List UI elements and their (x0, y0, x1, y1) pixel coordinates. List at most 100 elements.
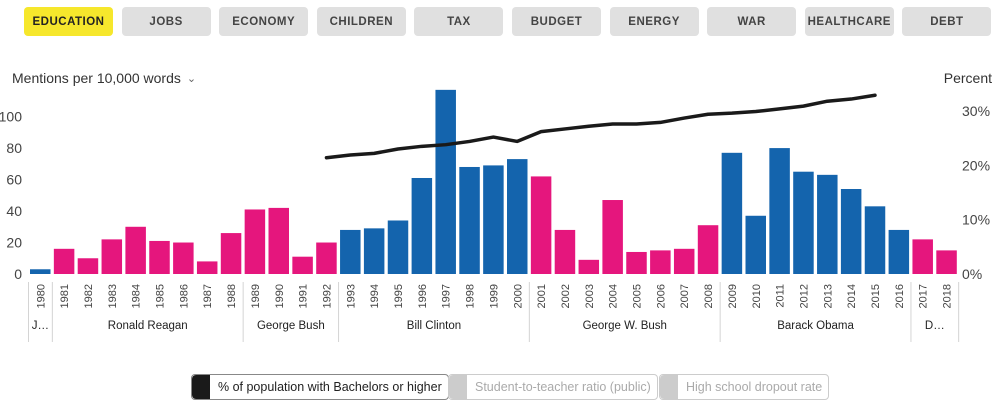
x-tick-label: 2011 (775, 284, 787, 308)
x-tick-label: 1982 (83, 284, 95, 308)
x-tick-label: 1998 (465, 284, 477, 308)
president-label: Bill Clinton (407, 320, 461, 332)
y-tick-label: 60 (6, 172, 22, 188)
x-tick-label: 2017 (918, 284, 930, 308)
y-tick-label: 100 (0, 109, 22, 125)
x-tick-label: 1994 (369, 284, 381, 308)
topic-tabs: EDUCATION JOBS ECONOMY CHILDREN TAX BUDGET ENE… (24, 7, 994, 37)
x-tick-label: 2007 (679, 284, 691, 308)
x-tick-label: 1990 (274, 284, 286, 308)
bar-2016 (888, 229, 910, 274)
legend-item-1[interactable]: Student-to-teacher ratio (public) (448, 374, 658, 400)
bar-1996 (411, 177, 433, 274)
education-mentions-chart: 0 20 40 60 80 100 0% 10% 20% 30% 1980 1981 1982 1983 1… (0, 89, 990, 342)
legend-swatch (449, 375, 467, 399)
x-tick-label: 2002 (560, 284, 572, 308)
president-label: George Bush (257, 320, 325, 332)
bar-1980 (30, 269, 51, 274)
bar-1994 (363, 228, 385, 274)
bar-2010 (745, 215, 766, 274)
bar-1983 (101, 239, 123, 274)
bar-1993 (340, 229, 361, 274)
bar-2015 (864, 206, 886, 274)
x-tick-label: 1995 (393, 284, 405, 308)
legend-label: High school dropout rate (686, 380, 823, 394)
x-tick-label: 1991 (298, 284, 310, 308)
bar-1999 (483, 165, 504, 274)
right-tick-label: 10% (962, 212, 990, 228)
bar-2017 (912, 239, 933, 274)
bar-1982 (77, 258, 99, 274)
x-tick-label: 1996 (417, 284, 429, 308)
bar-2006 (650, 250, 671, 274)
right-tick-label: 30% (962, 103, 990, 119)
bar-2014 (840, 189, 862, 274)
x-tick-label: 2016 (894, 284, 906, 308)
right-axis-label: Percent (943, 70, 992, 86)
bar-2013 (817, 174, 838, 274)
president-label: Barack Obama (777, 320, 854, 332)
tab-war[interactable]: WAR (707, 7, 797, 36)
x-tick-label: 2001 (536, 284, 548, 308)
x-tick-label: 1997 (441, 284, 453, 308)
bar-2004 (602, 200, 623, 274)
x-tick-label: 2018 (942, 284, 954, 308)
bar-1987 (196, 261, 218, 274)
x-tick-label: 1986 (178, 284, 190, 308)
bar-2011 (769, 148, 790, 274)
president-label: Ronald Reagan (108, 320, 188, 332)
x-tick-label: 2015 (870, 284, 882, 308)
x-tick-label: 2010 (751, 284, 763, 308)
x-tick-label: 2003 (584, 284, 596, 308)
legend-label: % of population with Bachelors or higher (218, 380, 442, 394)
tab-economy[interactable]: ECONOMY (219, 7, 309, 36)
right-tick-label: 0% (962, 266, 982, 282)
legend-swatch (660, 375, 678, 399)
x-tick-label: 2009 (727, 284, 739, 308)
x-tick-label: 1985 (155, 284, 167, 308)
chevron-down-icon: ⌄ (186, 72, 197, 85)
tab-children[interactable]: CHILDREN (316, 7, 406, 36)
bar-2003 (578, 259, 600, 274)
bar-2005 (626, 251, 647, 274)
right-tick-label: 20% (962, 157, 990, 173)
president-label: J… (32, 320, 49, 332)
tab-healthcare[interactable]: HEALTHCARE (804, 7, 894, 36)
tab-budget[interactable]: BUDGET (512, 7, 601, 36)
legend-item-2[interactable]: High school dropout rate (659, 374, 830, 400)
bar-1981 (53, 248, 75, 274)
bar-1986 (173, 242, 194, 274)
x-tick-label: 2006 (655, 284, 667, 308)
bar-2000 (507, 159, 528, 274)
bar-1991 (292, 256, 313, 274)
tab-energy[interactable]: ENERGY (609, 7, 699, 36)
bachelors-line (324, 93, 877, 160)
legend-item-0[interactable]: % of population with Bachelors or higher (191, 374, 449, 400)
bar-2008 (697, 225, 719, 274)
y-tick-label: 40 (6, 203, 22, 219)
bar-1985 (149, 240, 170, 274)
bar-2009 (721, 152, 743, 274)
x-tick-label: 2008 (703, 284, 715, 308)
tab-education[interactable]: EDUCATION (24, 7, 113, 36)
x-tick-label: 2004 (608, 284, 620, 308)
x-tick-label: 1987 (202, 284, 214, 308)
tab-debt[interactable]: DEBT (902, 7, 992, 36)
y-tick-label: 0 (14, 266, 22, 282)
bar-1992 (316, 242, 337, 274)
x-tick-label: 1981 (59, 284, 71, 308)
bar-1989 (244, 209, 266, 274)
bar-2001 (530, 176, 552, 274)
bar-2012 (793, 171, 814, 274)
tab-jobs[interactable]: JOBS (121, 7, 211, 36)
legend-swatch (192, 375, 210, 399)
y-axis-selector[interactable]: Mentions per 10,000 words ⌄ (12, 70, 196, 86)
y-tick-label: 80 (6, 140, 22, 156)
bar-1995 (387, 220, 409, 274)
x-tick-label: 1989 (250, 284, 262, 308)
tab-tax[interactable]: TAX (414, 7, 504, 36)
x-tick-label: 2013 (822, 284, 834, 308)
x-tick-label: 1984 (131, 284, 143, 308)
x-tick-label: 1999 (488, 284, 500, 308)
x-tick-label: 1992 (321, 284, 333, 308)
